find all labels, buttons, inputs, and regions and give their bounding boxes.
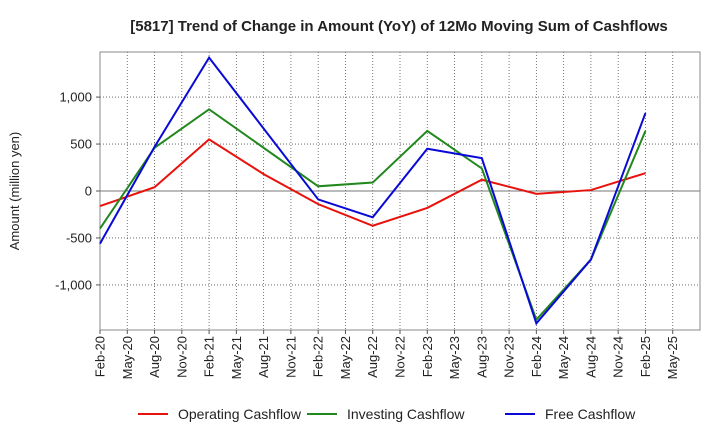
x-tick-label: Feb-23 xyxy=(420,336,435,377)
y-axis-ticks: -1,000 -500 0 500 1,000 xyxy=(55,90,100,292)
x-tick-label: Nov-22 xyxy=(393,336,408,378)
free-cashflow-line xyxy=(99,55,647,326)
grid-layer xyxy=(100,52,700,330)
y-tick-label: 1,000 xyxy=(59,90,92,105)
operating-cashflow-line xyxy=(99,138,646,227)
x-axis-ticks: Feb-20 May-20 Aug-20 Nov-20 Feb-21 May-21 Aug-… xyxy=(93,330,680,379)
x-tick-label: Aug-20 xyxy=(147,336,162,378)
y-tick-label: 500 xyxy=(70,137,92,152)
y-tick-label: 0 xyxy=(85,184,92,199)
legend-label-operating-cashflow: Operating Cashflow xyxy=(178,406,302,422)
x-tick-label: Feb-24 xyxy=(529,336,544,377)
x-tick-label: Nov-20 xyxy=(174,336,189,378)
x-tick-label: May-22 xyxy=(338,336,353,379)
series-layer xyxy=(99,55,647,326)
y-tick-label: -500 xyxy=(66,230,92,245)
x-tick-label: May-24 xyxy=(556,336,571,379)
y-axis-label: Amount (million yen) xyxy=(7,132,22,251)
legend: Operating Cashflow Investing Cashflow Free… xyxy=(138,406,636,422)
y-tick-label: -1,000 xyxy=(55,277,92,292)
x-tick-label: May-21 xyxy=(229,336,244,379)
x-tick-label: Feb-20 xyxy=(93,336,108,377)
investing-cashflow-line xyxy=(99,108,647,322)
x-tick-label: Nov-23 xyxy=(502,336,517,378)
x-tick-label: Feb-21 xyxy=(202,336,217,377)
x-tick-label: Aug-22 xyxy=(365,336,380,378)
x-tick-label: Aug-21 xyxy=(256,336,271,378)
x-tick-label: Aug-24 xyxy=(583,336,598,378)
x-tick-label: May-25 xyxy=(665,336,680,379)
x-tick-label: Nov-24 xyxy=(611,336,626,378)
x-tick-label: May-20 xyxy=(120,336,135,379)
chart-title: [5817] Trend of Change in Amount (YoY) o… xyxy=(130,18,668,35)
x-tick-label: May-23 xyxy=(447,336,462,379)
x-tick-label: Feb-22 xyxy=(311,336,326,377)
legend-label-free-cashflow: Free Cashflow xyxy=(545,406,636,422)
x-tick-label: Feb-25 xyxy=(638,336,653,377)
legend-label-investing-cashflow: Investing Cashflow xyxy=(347,406,465,422)
x-tick-label: Nov-21 xyxy=(283,336,298,378)
x-tick-label: Aug-23 xyxy=(474,336,489,378)
